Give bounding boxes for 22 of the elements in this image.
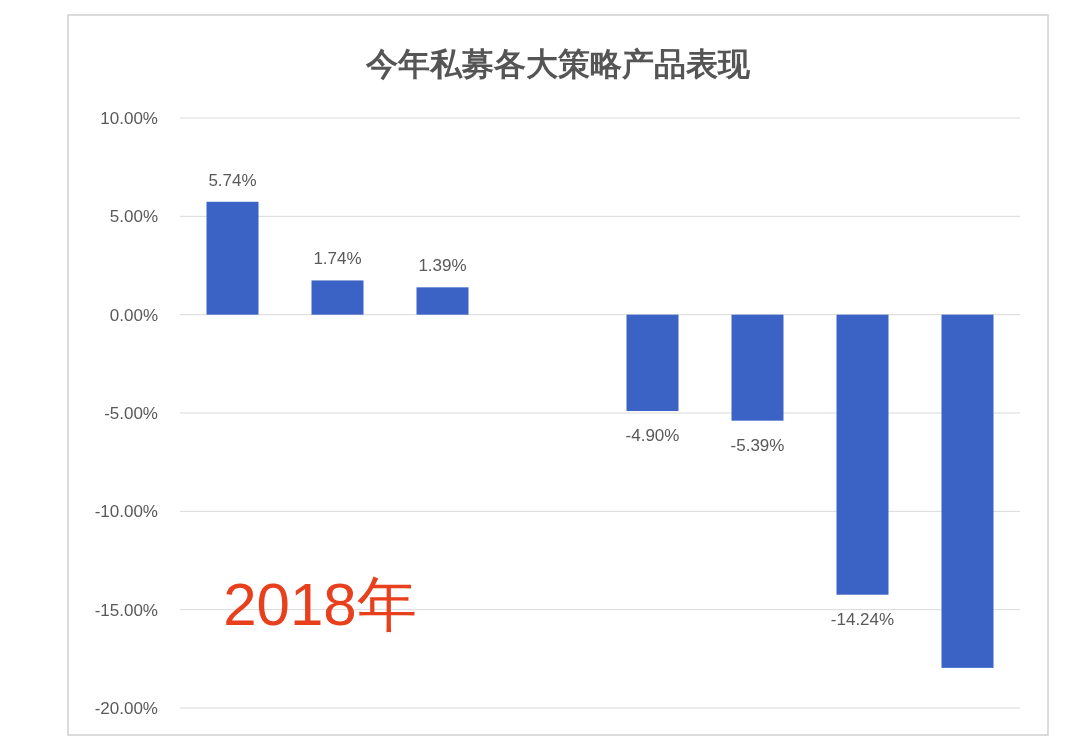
annotation: 2018年	[223, 571, 417, 638]
y-tick-label: 5.00%	[109, 207, 158, 227]
bar	[416, 287, 469, 315]
data-label: 5.74%	[208, 170, 257, 190]
data-label: 1.39%	[418, 256, 467, 276]
chart-title: 今年私募各大策略产品表现	[365, 46, 751, 82]
y-tick-label: 10.00%	[100, 109, 158, 128]
y-tick-label: -15.00%	[94, 600, 158, 620]
y-tick-label: -20.00%	[94, 699, 158, 718]
data-label: -14.24%	[830, 609, 895, 629]
data-label: -5.39%	[730, 435, 785, 455]
bar	[626, 314, 679, 412]
bar	[311, 280, 364, 315]
data-label: 1.74%	[313, 249, 362, 269]
y-tick-label: -5.00%	[104, 404, 158, 423]
bar	[731, 314, 784, 421]
bar	[941, 314, 994, 668]
bar	[206, 201, 259, 315]
y-tick-label: -10.00%	[94, 502, 158, 522]
y-tick-label: 0.00%	[109, 305, 158, 325]
data-label: -4.90%	[625, 426, 680, 446]
bar	[836, 314, 889, 595]
